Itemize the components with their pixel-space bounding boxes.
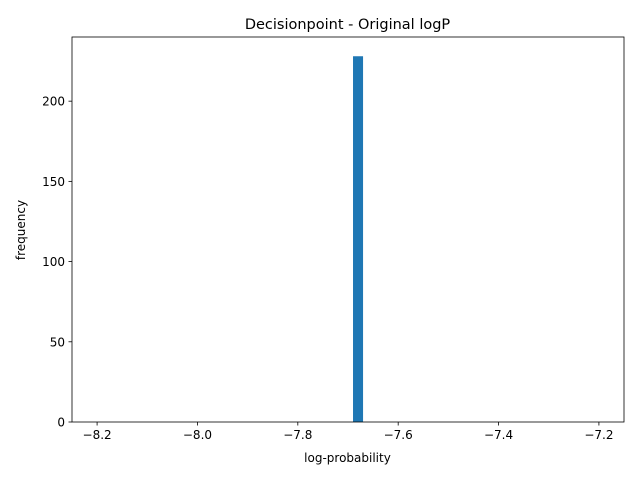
chart-title: Decisionpoint - Original logP — [245, 17, 451, 33]
y-tick-label: 200 — [42, 95, 65, 109]
y-tick-label: 50 — [50, 335, 65, 349]
x-tick-label: −8.0 — [183, 428, 212, 442]
axes-frame — [71, 36, 625, 423]
histogram-bar — [353, 56, 364, 422]
y-tick-label: 0 — [57, 416, 65, 430]
x-tick-label: −7.4 — [484, 428, 513, 442]
x-tick-label: −7.8 — [283, 428, 312, 442]
x-tick-label: −8.2 — [83, 428, 112, 442]
x-tick-label: −7.6 — [384, 428, 413, 442]
y-axis-ticks: 0 50 100 150 200 — [42, 95, 72, 430]
y-axis-label: frequency — [14, 200, 28, 260]
x-axis-ticks: −8.2 −8.0 −7.8 −7.6 −7.4 −7.2 — [83, 422, 613, 442]
x-axis-label: log-probability — [304, 451, 391, 465]
y-tick-label: 150 — [42, 175, 65, 189]
x-tick-label: −7.2 — [584, 428, 613, 442]
y-tick-label: 100 — [42, 255, 65, 269]
plot-area — [71, 36, 625, 423]
